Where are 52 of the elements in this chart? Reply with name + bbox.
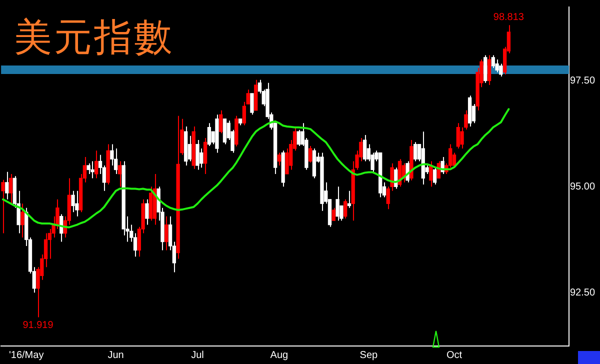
candlestick	[75, 190, 79, 217]
y-tick-label: 95.00	[570, 181, 596, 192]
candlestick	[285, 148, 289, 174]
candlestick	[145, 198, 149, 226]
candlestick	[200, 148, 204, 168]
candlestick	[336, 186, 340, 222]
chart-title: 美元指數	[14, 14, 174, 61]
candlestick	[5, 171, 9, 200]
candlestick	[71, 190, 75, 213]
candlestick	[491, 54, 495, 69]
candlestick	[114, 148, 118, 174]
candlestick	[484, 54, 488, 84]
candlestick	[308, 145, 312, 164]
candlestick	[277, 152, 282, 166]
x-tick-label: '16/May	[8, 350, 44, 361]
candlestick	[196, 140, 200, 170]
candlestick	[207, 122, 211, 146]
annotation: 91.919	[22, 320, 54, 331]
candlestick	[94, 150, 98, 179]
candlestick	[86, 162, 90, 174]
candlestick	[332, 207, 336, 222]
x-tick-label: Aug	[270, 350, 288, 361]
candlestick	[222, 118, 227, 145]
candlestick	[118, 160, 122, 188]
candlestick	[343, 198, 348, 219]
x-tick-label: Jul	[191, 350, 204, 361]
candlestick	[8, 173, 13, 204]
candlestick	[1, 179, 5, 234]
candlestick	[495, 59, 499, 73]
candlestick	[296, 129, 300, 146]
candlestick	[414, 142, 418, 162]
candlestick	[362, 134, 367, 162]
x-tick-label: Jun	[108, 350, 124, 361]
y-tick-label: 92.50	[570, 287, 596, 298]
candlestick	[499, 63, 503, 77]
candlestick	[487, 54, 492, 86]
candlestick	[110, 144, 114, 166]
candlestick	[188, 135, 192, 162]
candlestick	[90, 160, 94, 179]
candlestick	[219, 110, 223, 134]
y-tick-label: 97.50	[570, 75, 596, 86]
candlestick	[460, 126, 464, 150]
x-tick-label: Sep	[360, 350, 378, 361]
candlestick	[250, 92, 254, 116]
annotation: 98.813	[493, 12, 524, 23]
candlestick	[432, 167, 437, 186]
candlestick	[20, 203, 24, 238]
x-tick-label: Oct	[446, 350, 462, 361]
candlestick	[203, 137, 208, 174]
candlestick	[456, 122, 460, 150]
candlestick	[464, 110, 468, 130]
candlestick	[164, 216, 168, 251]
